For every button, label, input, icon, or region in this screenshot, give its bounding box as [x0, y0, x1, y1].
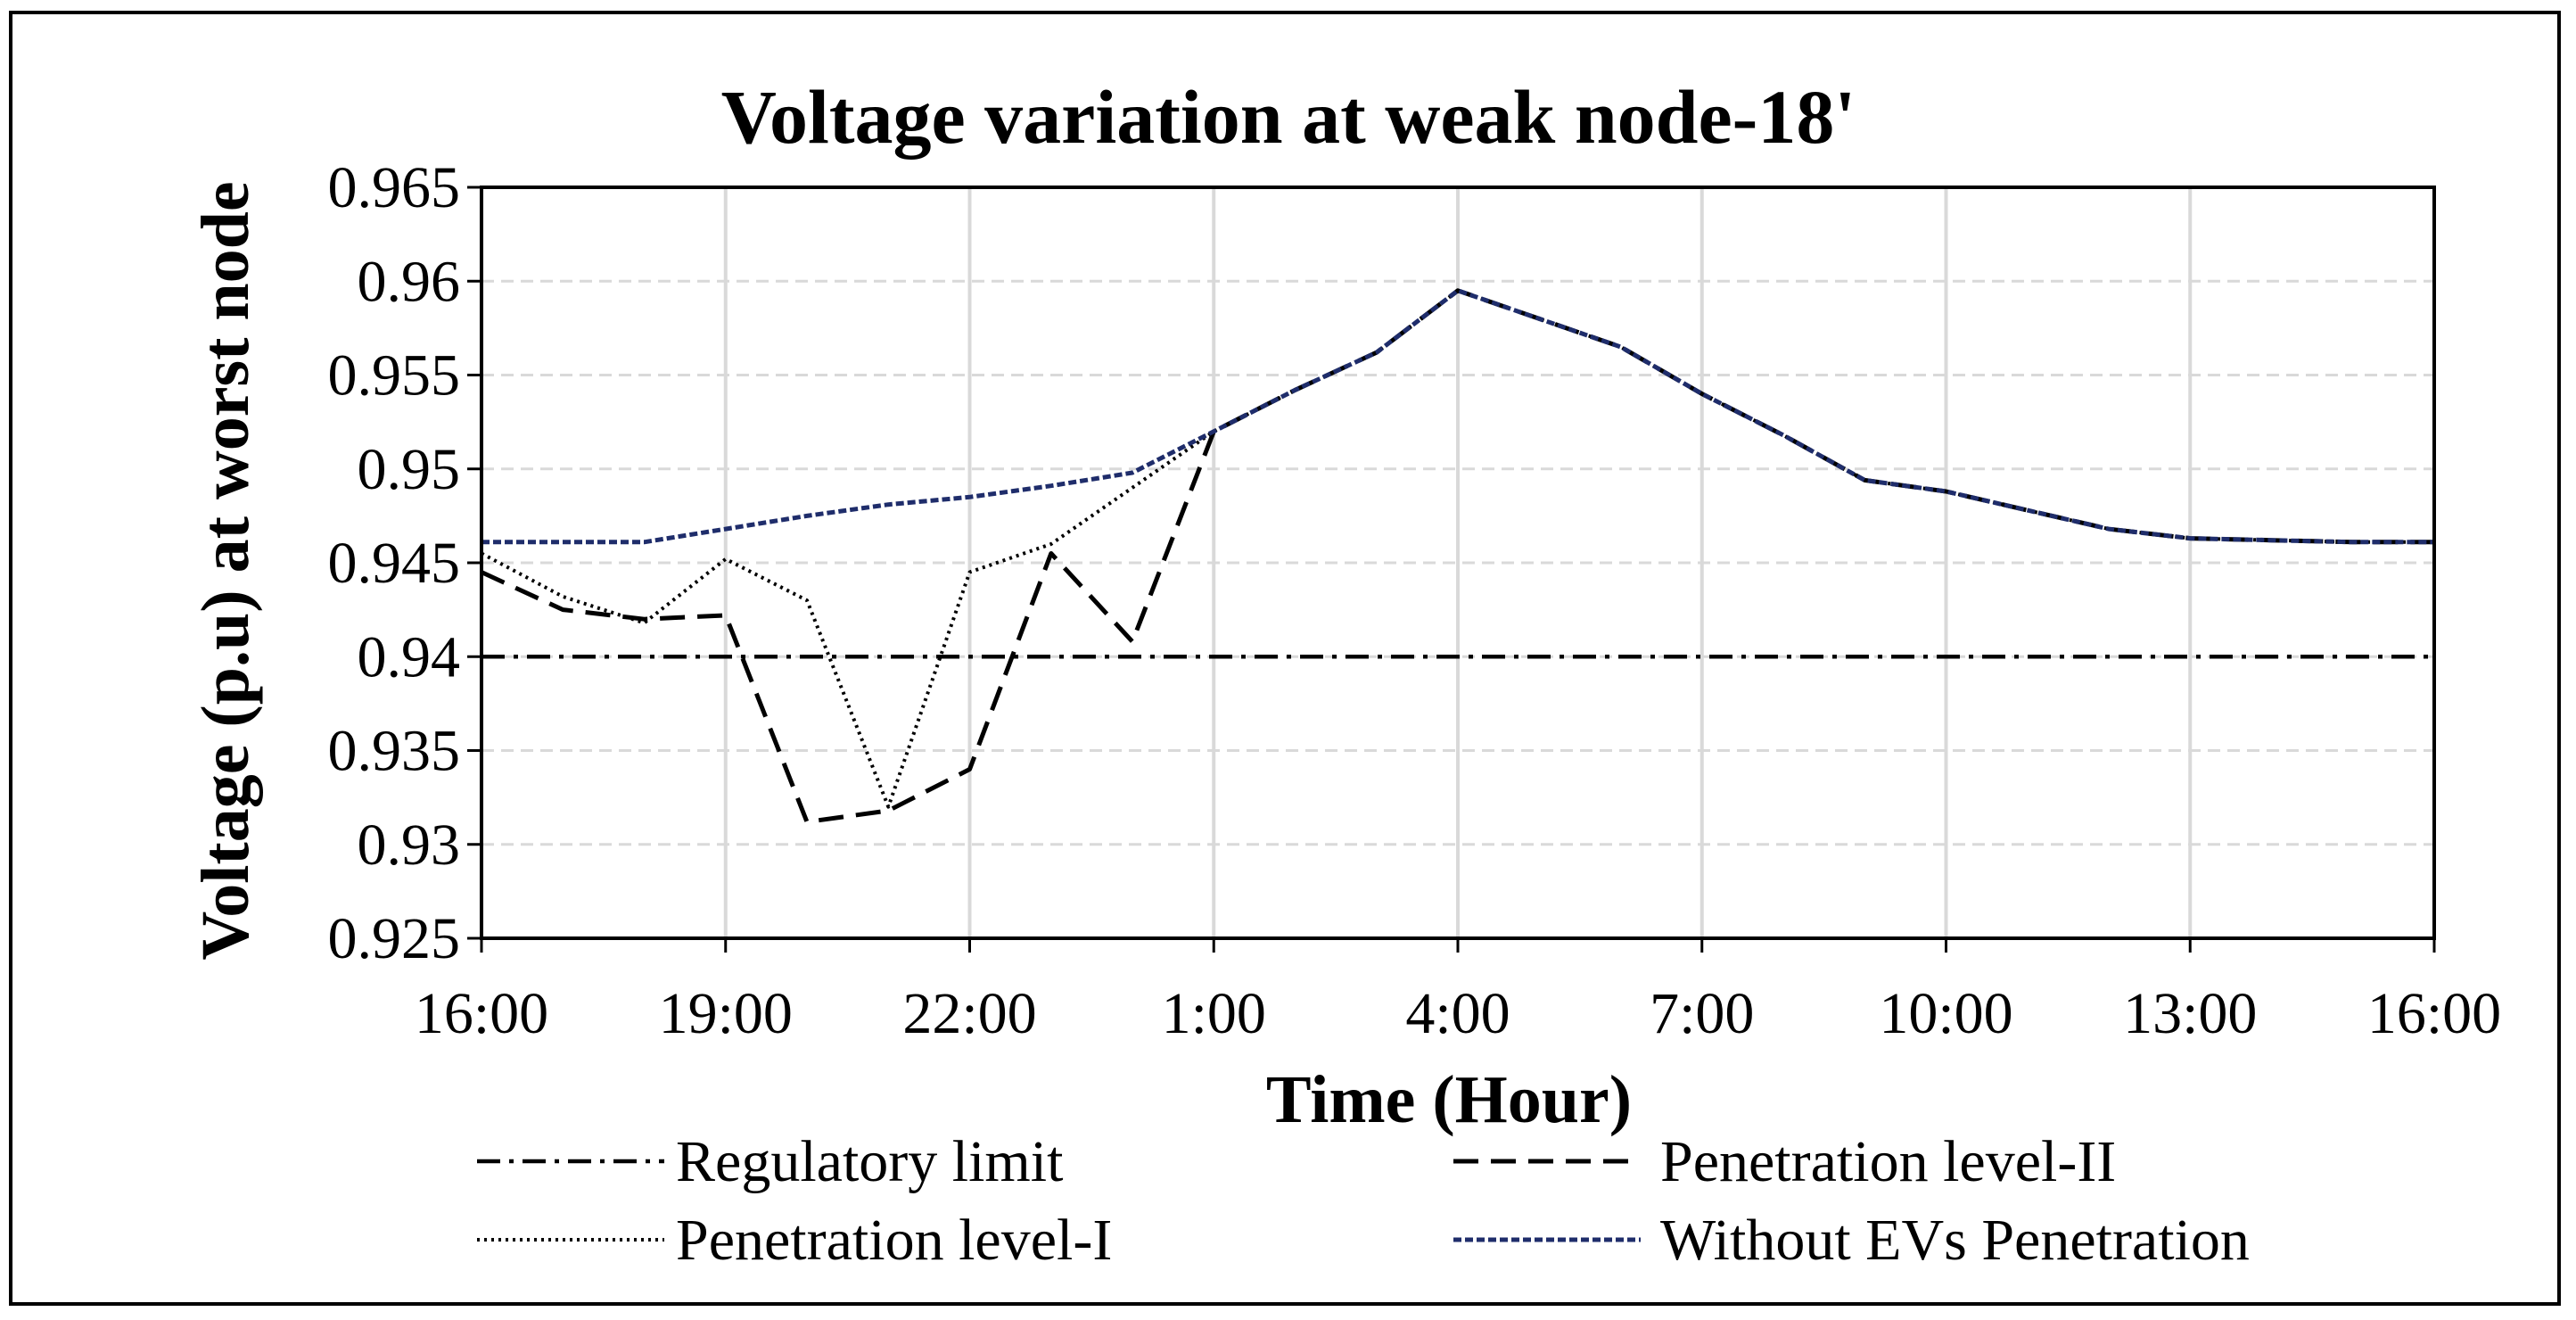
x-axis-title: Time (Hour) [1266, 1062, 1632, 1137]
y-tick-label: 0.935 [328, 719, 461, 784]
x-tick-label: 10:00 [1879, 981, 2012, 1046]
x-tick-label: 16:00 [2367, 981, 2501, 1046]
y-tick-label: 0.945 [328, 531, 461, 596]
x-tick-label: 4:00 [1405, 981, 1510, 1046]
y-tick-label: 0.93 [358, 813, 461, 878]
x-axis-ticks: 16:00 19:00 22:00 1:00 4:00 7:00 10:00 13:00 16:… [415, 938, 2501, 1046]
y-tick-label: 0.95 [358, 437, 461, 502]
x-tick-label: 16:00 [415, 981, 548, 1046]
chart-frame [9, 11, 2561, 1306]
x-tick-label: 7:00 [1650, 981, 1754, 1046]
legend-label-without-evs-penetration: Without EVs Penetration [1660, 1208, 2250, 1273]
y-axis-title: Voltage (p.u) at worst node [188, 181, 263, 960]
series-line-without-evs-penetration [481, 288, 2434, 545]
x-tick-label: 13:00 [2123, 981, 2257, 1046]
x-tick-label: 19:00 [659, 981, 793, 1046]
series-line-penetration-level-i [481, 288, 2434, 809]
series-line-penetration-level-ii [480, 288, 2434, 824]
x-tick-label: 1:00 [1162, 981, 1266, 1046]
y-tick-label: 0.965 [328, 155, 461, 220]
y-tick-label: 0.925 [328, 906, 461, 971]
y-tick-label: 0.94 [358, 624, 461, 689]
legend-label-penetration-level-i: Penetration level-I [676, 1208, 1112, 1273]
y-tick-label: 0.955 [328, 343, 461, 408]
legend-label-regulatory-limit: Regulatory limit [676, 1129, 1063, 1194]
x-tick-label: 22:00 [902, 981, 1036, 1046]
gridlines [480, 186, 2436, 940]
chart-title: Voltage variation at weak node-18' [721, 74, 1856, 160]
y-tick-label: 0.96 [358, 249, 461, 314]
series-lines [480, 288, 2434, 824]
legend: Regulatory limit Penetration level-II Pene… [477, 1129, 2250, 1273]
legend-label-penetration-level-ii: Penetration level-II [1660, 1129, 2116, 1194]
y-axis-ticks: 0.925 0.93 0.935 0.94 0.945 0.95 0.955 0.96 0.96… [328, 155, 481, 971]
